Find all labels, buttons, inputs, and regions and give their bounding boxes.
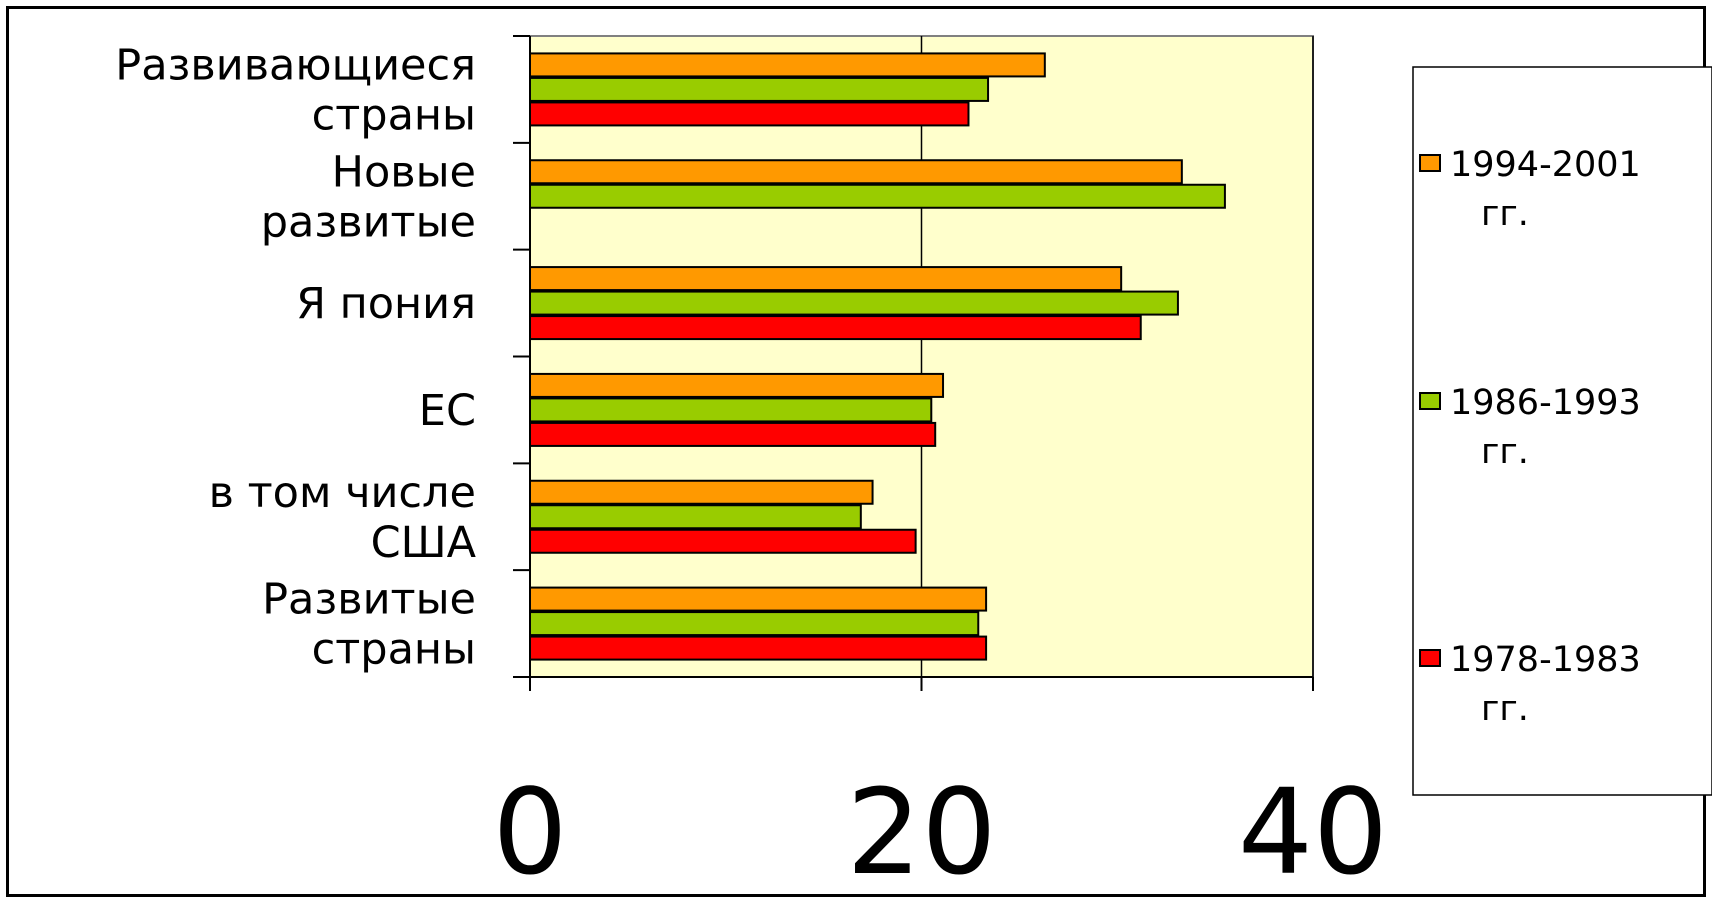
legend-label: гг. xyxy=(1481,432,1529,472)
bar-s1-c2 xyxy=(529,290,1179,316)
category-label: Новые xyxy=(332,147,476,197)
legend-box xyxy=(1412,66,1712,796)
category-label: ЕС xyxy=(419,386,476,436)
legend: 1994-2001 гг. 1986-1993 гг. 1978-1983 гг. xyxy=(1412,66,1712,796)
axes-group xyxy=(513,35,1314,691)
bar-s1-c4 xyxy=(529,504,862,530)
x-tick-labels: 0 20 40 xyxy=(492,763,1388,901)
category-label: страны xyxy=(312,90,476,140)
bar-s0-c1 xyxy=(529,159,1183,185)
category-label: Развитые xyxy=(262,575,476,625)
bar-s0-c0 xyxy=(529,52,1046,78)
x-tick-label: 0 xyxy=(492,763,567,901)
bar-s2-c0 xyxy=(529,101,970,127)
bar-s1-c5 xyxy=(529,611,980,637)
legend-label: 1986-1993 xyxy=(1450,383,1641,423)
bar-s1-c1 xyxy=(529,183,1226,209)
plot-area xyxy=(529,35,1314,678)
bar-s0-c3 xyxy=(529,372,945,398)
bars-group xyxy=(529,52,1226,661)
bar-s2-c2 xyxy=(529,315,1142,341)
category-label: Я пония xyxy=(296,279,476,329)
legend-label: 1994-2001 xyxy=(1450,145,1641,185)
legend-swatch-2 xyxy=(1419,649,1441,667)
bar-s0-c2 xyxy=(529,266,1123,292)
category-label: Развивающиеся xyxy=(115,40,476,90)
bar-s0-c5 xyxy=(529,586,988,612)
bar-s1-c3 xyxy=(529,397,933,423)
legend-label: гг. xyxy=(1481,194,1529,234)
category-label: США xyxy=(371,518,477,568)
bar-s1-c0 xyxy=(529,76,990,102)
category-label: развитые xyxy=(261,197,476,247)
bar-s2-c5 xyxy=(529,635,988,661)
bar-s0-c4 xyxy=(529,479,874,505)
legend-label: 1978-1983 xyxy=(1450,640,1641,680)
category-label: страны xyxy=(312,625,476,675)
legend-label: гг. xyxy=(1481,689,1529,729)
legend-swatch-1 xyxy=(1419,392,1441,410)
x-tick-label: 20 xyxy=(846,763,996,901)
category-label: в том числе xyxy=(209,468,476,518)
x-tick-label: 40 xyxy=(1238,763,1388,901)
bar-s2-c3 xyxy=(529,421,937,447)
legend-swatch-0 xyxy=(1419,154,1441,172)
bar-s2-c4 xyxy=(529,528,917,554)
